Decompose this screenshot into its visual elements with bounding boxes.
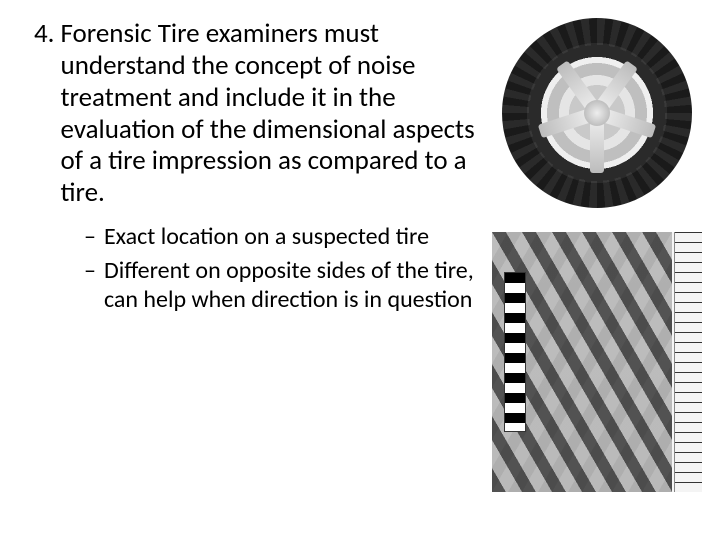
- text-column: 4. Forensic Tire examiners must understa…: [0, 0, 492, 540]
- sub-list: – Exact location on a suspected tire – D…: [34, 223, 484, 314]
- tire-image: [492, 8, 702, 218]
- tread-impression-image: [492, 232, 702, 492]
- main-list-item: 4. Forensic Tire examiners must understa…: [34, 18, 484, 209]
- sub-list-item: – Different on opposite sides of the tir…: [84, 257, 484, 314]
- slide: 4. Forensic Tire examiners must understa…: [0, 0, 720, 540]
- main-text: Forensic Tire examiners must understand …: [61, 18, 484, 209]
- wheel-spokes-icon: [502, 18, 692, 208]
- image-column: [492, 0, 720, 540]
- scale-bar-icon: [504, 272, 526, 432]
- ruler-icon: [674, 232, 702, 492]
- sub-list-item: – Exact location on a suspected tire: [84, 223, 484, 251]
- sub-text: Exact location on a suspected tire: [104, 223, 429, 251]
- sub-bullet-dash: –: [84, 223, 104, 251]
- sub-text: Different on opposite sides of the tire,…: [104, 257, 484, 314]
- sub-bullet-dash: –: [84, 257, 104, 285]
- list-number: 4.: [34, 18, 61, 50]
- tire-icon: [502, 18, 692, 208]
- wheel-hub-icon: [584, 100, 610, 126]
